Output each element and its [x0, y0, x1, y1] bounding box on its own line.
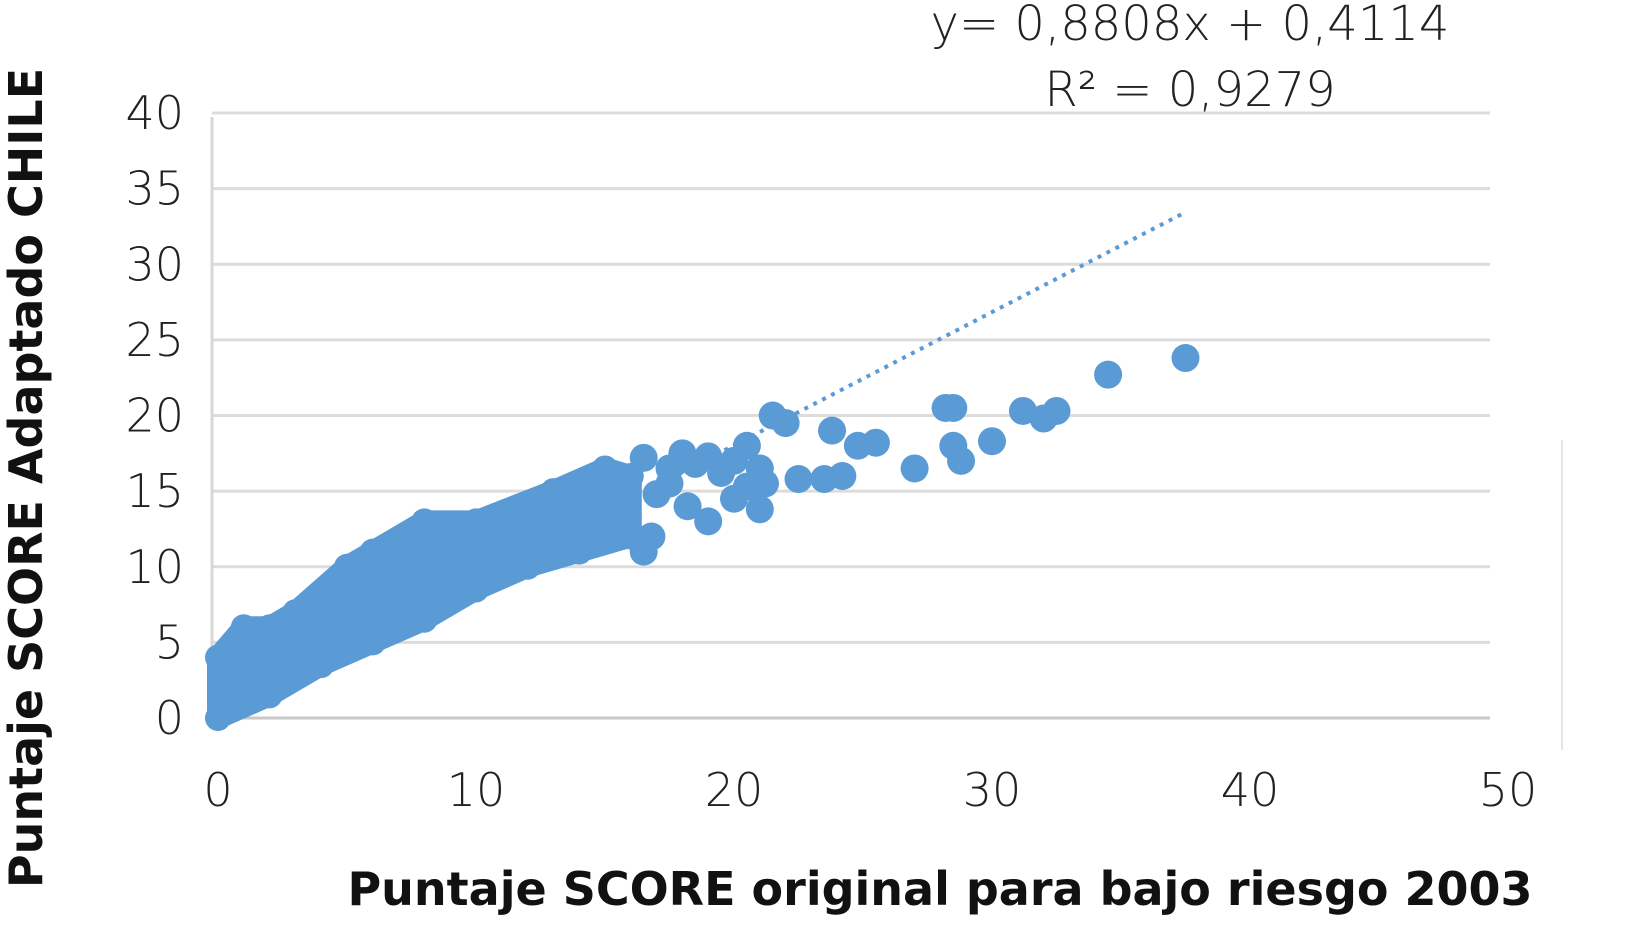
y-tick-label: 0	[155, 691, 184, 745]
data-point	[673, 492, 702, 521]
data-point	[592, 455, 618, 482]
x-tick-label: 40	[1221, 763, 1280, 817]
x-tick-label: 50	[1479, 763, 1538, 817]
data-point	[1042, 396, 1071, 425]
x-tick-label: 0	[203, 763, 232, 817]
data-points	[629, 344, 1200, 566]
x-axis-title: Puntaje SCORE original para bajo riesgo …	[347, 862, 1532, 916]
x-tick-label: 20	[705, 763, 764, 817]
data-point	[694, 507, 723, 536]
y-axis-title: Puntaje SCORE Adaptado CHILE	[0, 68, 53, 888]
data-point	[978, 427, 1006, 456]
data-point	[411, 606, 438, 633]
trendline-equation: y= 0,8808x + 0,4114	[931, 0, 1450, 52]
data-point	[818, 416, 847, 445]
x-tick-labels: 0 10 20 30 40 50	[203, 763, 1537, 817]
data-point	[411, 508, 438, 535]
data-point	[256, 614, 283, 641]
x-tick-label: 10	[447, 763, 506, 817]
data-point	[334, 553, 360, 580]
data-point	[642, 480, 671, 509]
y-tick-label: 25	[125, 313, 184, 367]
data-point	[629, 443, 658, 472]
data-point	[205, 705, 231, 731]
data-point	[771, 409, 800, 438]
gridlines	[210, 111, 1563, 750]
data-point	[230, 614, 257, 641]
trendline	[217, 210, 1187, 714]
x-tick-label: 30	[963, 763, 1022, 817]
data-point	[463, 576, 489, 603]
data-point	[828, 462, 857, 490]
data-point	[256, 682, 283, 709]
y-tick-labels: 0 5 10 15 20 25 30 35 40	[125, 86, 184, 745]
dense-cloud-area	[207, 457, 642, 729]
data-point	[1171, 344, 1200, 373]
data-point	[540, 478, 567, 505]
data-point	[308, 652, 335, 679]
data-point	[900, 454, 929, 483]
data-point	[732, 472, 761, 501]
data-point	[359, 629, 386, 656]
dense-point-cloud	[205, 455, 644, 731]
data-point	[745, 495, 774, 524]
y-tick-label: 35	[125, 162, 184, 216]
data-point	[637, 522, 666, 551]
y-tick-label: 20	[125, 389, 184, 443]
trendline-line	[217, 210, 1187, 714]
y-tick-label: 40	[125, 86, 184, 140]
data-point	[861, 428, 890, 457]
y-tick-label: 30	[125, 237, 184, 291]
data-point	[205, 644, 231, 671]
data-point	[1094, 360, 1123, 389]
y-tick-label: 5	[155, 615, 184, 669]
data-point	[282, 599, 309, 626]
data-point	[784, 465, 813, 494]
data-point	[463, 508, 489, 535]
y-tick-label: 10	[125, 540, 184, 594]
y-tick-label: 15	[125, 464, 184, 518]
data-point	[566, 538, 593, 565]
data-point	[939, 393, 968, 422]
r-squared-label: R² = 0,9279	[1044, 62, 1335, 118]
data-point	[732, 431, 761, 460]
data-point	[947, 446, 976, 475]
data-point	[359, 538, 386, 565]
data-point	[514, 553, 541, 580]
